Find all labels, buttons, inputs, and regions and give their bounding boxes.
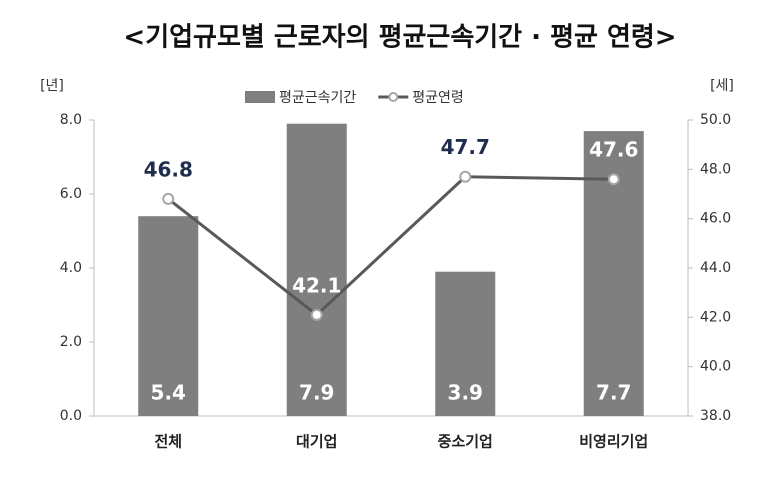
line-value-label: 46.8	[144, 157, 193, 181]
y2-tick-label: 50.0	[700, 112, 731, 128]
line-marker	[162, 192, 175, 205]
y2-tick-label: 42.0	[700, 309, 731, 325]
y2-tick-label: 40.0	[700, 359, 731, 375]
x-tick-label: 전체	[154, 433, 182, 451]
x-tick-label: 비영리기업	[579, 433, 648, 451]
y-axis-unit: [년]	[40, 78, 64, 94]
chart-title: <기업규모별 근로자의 평균근속기간 · 평균 연령>	[123, 23, 676, 53]
x-tick-label: 대기업	[296, 433, 337, 451]
line-value-label: 42.1	[292, 273, 341, 297]
legend-swatch	[245, 91, 275, 103]
bar-value-label: 7.7	[596, 381, 631, 405]
y2-tick-label: 48.0	[700, 161, 731, 177]
line	[167, 175, 614, 317]
line-value-label: 47.7	[441, 135, 490, 159]
bar-value-label: 5.4	[151, 381, 186, 405]
bar-value-label: 3.9	[448, 381, 483, 405]
y-tick-label: 4.0	[60, 260, 82, 276]
y2-tick-label: 44.0	[700, 260, 731, 276]
y2-axis-unit: [세]	[710, 78, 734, 94]
line-marker	[607, 173, 620, 186]
y-tick-label: 2.0	[60, 334, 82, 350]
y2-tick-label: 46.0	[700, 211, 731, 227]
bar	[435, 271, 496, 416]
y-tick-label: 8.0	[60, 112, 82, 128]
legend-label: 평균근속기간	[279, 90, 356, 106]
y2-tick-label: 38.0	[700, 408, 731, 424]
legend-swatch-marker	[388, 92, 399, 102]
line-value-label: 47.6	[589, 138, 638, 162]
legend-label: 평균연령	[412, 90, 464, 106]
line-marker	[310, 308, 323, 321]
y-tick-label: 6.0	[60, 186, 82, 202]
x-tick-label: 중소기업	[438, 433, 493, 451]
bar-value-label: 7.9	[299, 381, 334, 405]
bar	[138, 216, 199, 416]
y-tick-label: 0.0	[60, 408, 82, 424]
line-marker	[459, 170, 472, 183]
bar	[286, 123, 347, 416]
